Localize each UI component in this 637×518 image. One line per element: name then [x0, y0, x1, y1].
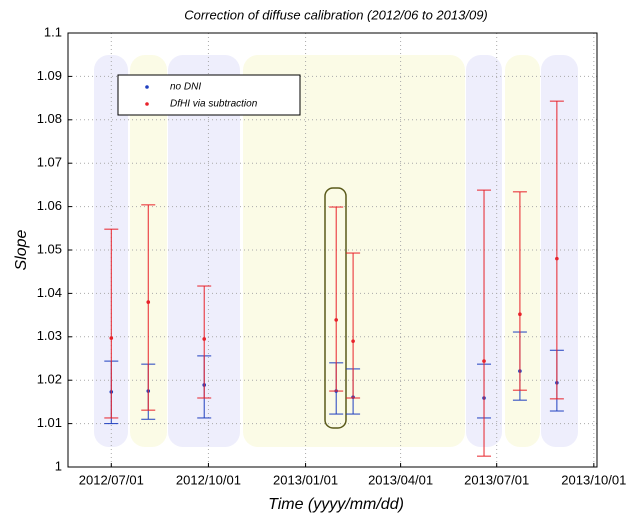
legend-items: no DNI DfHI via subtraction — [145, 82, 258, 110]
y-tick-label: 1.08 — [37, 111, 62, 126]
band — [168, 55, 240, 447]
y-tick-label: 1.04 — [37, 285, 62, 300]
legend-marker — [145, 85, 149, 89]
point — [518, 312, 522, 317]
marks — [104, 100, 564, 457]
y-tick-label: 1.01 — [37, 415, 62, 430]
background-bands — [94, 55, 578, 447]
point — [334, 318, 338, 322]
y-tick-label: 1.03 — [37, 328, 62, 343]
band — [541, 55, 578, 447]
x-tick-label: 2013/07/01 — [464, 472, 529, 487]
y-tick-label: 1.05 — [37, 241, 62, 256]
point — [202, 337, 207, 341]
point — [109, 336, 114, 340]
y-axis-label: Slope — [13, 229, 30, 270]
y-tick-label: 1.07 — [37, 155, 62, 170]
legend — [117, 74, 301, 116]
x-axis-label: Time (yyyy/mm/dd) — [268, 496, 404, 513]
y-tick-label: 1.09 — [37, 68, 62, 83]
x-tick-label: 2013/04/01 — [368, 472, 433, 487]
y-tick-label: 1 — [55, 458, 62, 473]
y-tick-label: 1.02 — [37, 372, 62, 387]
point — [146, 300, 151, 304]
plot-frame — [67, 32, 598, 468]
x-tick-label: 2013/10/01 — [561, 472, 626, 487]
legend-label: DfHI via subtraction — [170, 99, 258, 110]
x-tick-label: 2012/10/01 — [176, 472, 241, 487]
point — [482, 359, 486, 363]
band — [505, 55, 540, 447]
point — [555, 256, 559, 261]
y-tick-label: 1.06 — [37, 198, 62, 213]
band — [243, 55, 465, 447]
chart-title: Correction of diffuse calibration (2012/… — [184, 7, 488, 22]
point — [351, 339, 355, 343]
y-tick-label: 1.1 — [44, 24, 62, 39]
x-tick-label: 2013/01/01 — [273, 472, 338, 487]
legend-label: no DNI — [170, 82, 201, 93]
highlight-box — [324, 187, 347, 429]
x-tick-label: 2012/07/01 — [79, 472, 144, 487]
legend-marker — [145, 102, 149, 106]
